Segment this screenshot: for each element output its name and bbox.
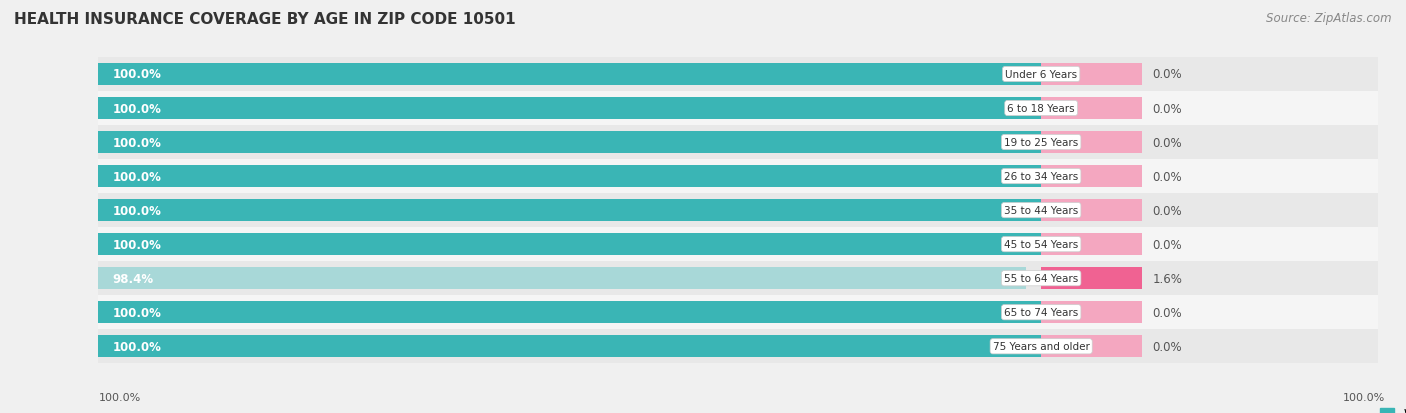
Text: 100.0%: 100.0% <box>1343 392 1385 402</box>
Text: 0.0%: 0.0% <box>1153 306 1182 319</box>
Text: HEALTH INSURANCE COVERAGE BY AGE IN ZIP CODE 10501: HEALTH INSURANCE COVERAGE BY AGE IN ZIP … <box>14 12 516 27</box>
Text: Source: ZipAtlas.com: Source: ZipAtlas.com <box>1267 12 1392 25</box>
Text: 0.0%: 0.0% <box>1153 170 1182 183</box>
Text: Under 6 Years: Under 6 Years <box>1005 70 1077 80</box>
Bar <box>98 228 1042 261</box>
Bar <box>1042 330 1378 363</box>
Bar <box>1042 160 1378 194</box>
Text: 45 to 54 Years: 45 to 54 Years <box>1004 240 1078 249</box>
Bar <box>98 194 1042 228</box>
Bar <box>98 261 1042 296</box>
Text: 1.6%: 1.6% <box>1153 272 1182 285</box>
Bar <box>1042 132 1142 154</box>
Bar <box>98 330 1042 363</box>
Legend: With Coverage, Without Coverage: With Coverage, Without Coverage <box>1375 402 1406 413</box>
Bar <box>98 132 1042 154</box>
Bar <box>98 296 1042 330</box>
Bar <box>1042 335 1142 358</box>
Bar <box>1042 261 1378 296</box>
Text: 0.0%: 0.0% <box>1153 340 1182 353</box>
Bar <box>98 160 1042 194</box>
Bar <box>1042 199 1142 222</box>
Bar <box>1042 228 1378 261</box>
Bar <box>98 199 1042 222</box>
Text: 98.4%: 98.4% <box>112 272 153 285</box>
Bar <box>1042 296 1378 330</box>
Bar <box>98 166 1042 188</box>
Text: 0.0%: 0.0% <box>1153 238 1182 251</box>
Text: 100.0%: 100.0% <box>112 102 162 115</box>
Text: 100.0%: 100.0% <box>112 68 162 81</box>
Text: 65 to 74 Years: 65 to 74 Years <box>1004 308 1078 318</box>
Bar <box>98 92 1042 126</box>
Text: 35 to 44 Years: 35 to 44 Years <box>1004 206 1078 216</box>
Text: 55 to 64 Years: 55 to 64 Years <box>1004 273 1078 284</box>
Bar <box>1042 194 1378 228</box>
Bar <box>1042 166 1142 188</box>
Text: 75 Years and older: 75 Years and older <box>993 342 1090 351</box>
Bar <box>1042 64 1142 86</box>
Text: 0.0%: 0.0% <box>1153 102 1182 115</box>
Bar <box>98 64 1042 86</box>
Bar <box>1042 234 1142 256</box>
Bar <box>98 268 1026 290</box>
Bar <box>98 126 1042 160</box>
Bar <box>1042 98 1142 120</box>
Text: 100.0%: 100.0% <box>98 392 141 402</box>
Text: 100.0%: 100.0% <box>112 204 162 217</box>
Text: 0.0%: 0.0% <box>1153 136 1182 149</box>
Text: 100.0%: 100.0% <box>112 170 162 183</box>
Bar <box>98 234 1042 256</box>
Bar <box>98 98 1042 120</box>
Text: 6 to 18 Years: 6 to 18 Years <box>1007 104 1076 114</box>
Text: 0.0%: 0.0% <box>1153 204 1182 217</box>
Text: 100.0%: 100.0% <box>112 306 162 319</box>
Text: 19 to 25 Years: 19 to 25 Years <box>1004 138 1078 148</box>
Bar <box>1042 58 1378 92</box>
Bar <box>1042 92 1378 126</box>
Bar <box>1042 301 1142 323</box>
Text: 100.0%: 100.0% <box>112 136 162 149</box>
Bar <box>1042 268 1142 290</box>
Text: 26 to 34 Years: 26 to 34 Years <box>1004 172 1078 182</box>
Text: 100.0%: 100.0% <box>112 238 162 251</box>
Bar <box>98 58 1042 92</box>
Text: 0.0%: 0.0% <box>1153 68 1182 81</box>
Bar <box>1042 126 1378 160</box>
Bar <box>98 301 1042 323</box>
Text: 100.0%: 100.0% <box>112 340 162 353</box>
Bar <box>98 335 1042 358</box>
